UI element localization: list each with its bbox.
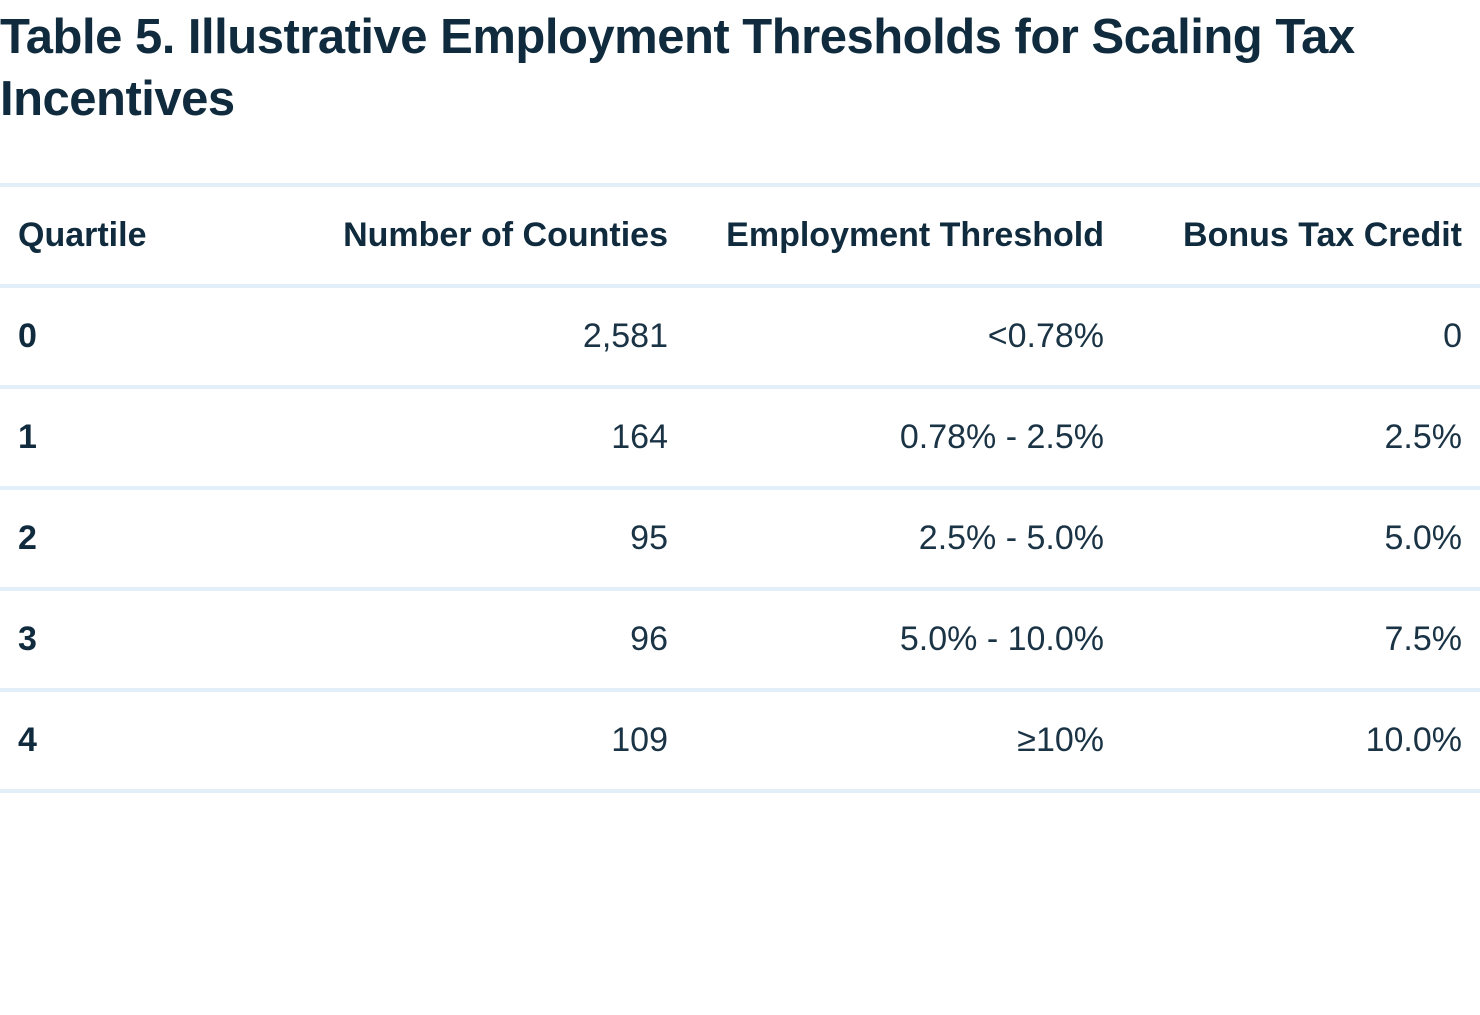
table-row: 4 109 ≥10% 10.0% <box>0 690 1480 791</box>
cell-employment-threshold: ≥10% <box>1017 721 1104 759</box>
cell-number-of-counties: 2,581 <box>582 317 668 355</box>
cell-bonus-tax-credit: 5.0% <box>1384 519 1463 557</box>
cell-quartile: 3 <box>18 620 37 658</box>
cell-number-of-counties: 109 <box>611 721 668 759</box>
cell-quartile: 4 <box>18 721 37 759</box>
cell-number-of-counties: 96 <box>630 620 668 658</box>
cell-quartile: 1 <box>18 418 37 456</box>
table-title: Table 5. Illustrative Employment Thresho… <box>0 10 1355 126</box>
cell-quartile: 0 <box>18 317 37 355</box>
cell-employment-threshold: 0.78% - 2.5% <box>899 418 1104 456</box>
cell-bonus-tax-credit: 7.5% <box>1384 620 1463 658</box>
header-number-of-counties: Number of Counties <box>343 216 668 254</box>
table-row: 1 164 0.78% - 2.5% 2.5% <box>0 387 1480 488</box>
header-bonus-tax-credit: Bonus Tax Credit <box>1183 216 1462 254</box>
header-employment-threshold: Employment Threshold <box>726 216 1104 254</box>
cell-bonus-tax-credit: 10.0% <box>1365 721 1462 759</box>
cell-number-of-counties: 164 <box>611 418 668 456</box>
cell-number-of-counties: 95 <box>630 519 668 557</box>
table-row: 0 2,581 <0.78% 0 <box>0 286 1480 387</box>
cell-employment-threshold: 5.0% - 10.0% <box>899 620 1104 658</box>
cell-employment-threshold: <0.78% <box>987 317 1104 355</box>
header-quartile: Quartile <box>18 216 147 254</box>
table-row: 3 96 5.0% - 10.0% 7.5% <box>0 589 1480 690</box>
cell-bonus-tax-credit: 0 <box>1443 317 1462 355</box>
cell-bonus-tax-credit: 2.5% <box>1384 418 1463 456</box>
thresholds-table: Quartile Number of Counties Employment T… <box>0 183 1480 793</box>
table-row: 2 95 2.5% - 5.0% 5.0% <box>0 488 1480 589</box>
cell-employment-threshold: 2.5% - 5.0% <box>918 519 1104 557</box>
table-header-row: Quartile Number of Counties Employment T… <box>0 185 1480 286</box>
cell-quartile: 2 <box>18 519 37 557</box>
